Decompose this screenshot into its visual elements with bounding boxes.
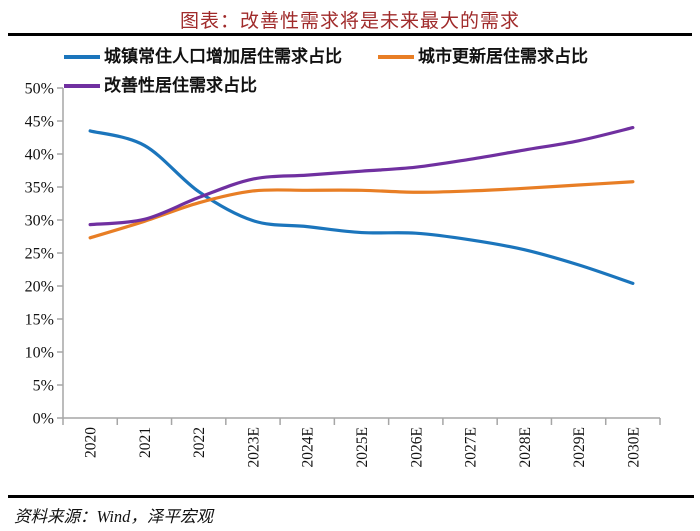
legend-item-urban-renewal: 城市更新居住需求占比: [378, 47, 588, 67]
svg-text:15%: 15%: [25, 312, 54, 329]
legend-label: 城市更新居住需求占比: [418, 47, 588, 66]
svg-text:5%: 5%: [33, 378, 54, 395]
svg-text:35%: 35%: [25, 180, 54, 197]
legend-item-improvement: 改善性居住需求占比: [64, 76, 257, 96]
chart-title: 图表：改善性需求将是未来最大的需求: [179, 11, 520, 32]
svg-text:2028E: 2028E: [517, 427, 534, 467]
svg-text:45%: 45%: [25, 114, 54, 131]
legend-swatch-blue-line: [64, 55, 100, 59]
svg-text:2030E: 2030E: [625, 427, 642, 467]
chart-legend: 城镇常住人口增加居住需求占比 城市更新居住需求占比 改善性居住需求占比: [64, 47, 664, 105]
svg-text:2029E: 2029E: [571, 427, 588, 467]
svg-text:2023E: 2023E: [245, 427, 262, 467]
legend-swatch-purple-line: [64, 84, 100, 88]
svg-text:2022: 2022: [191, 427, 208, 458]
legend-item-urban-population: 城镇常住人口增加居住需求占比: [64, 47, 342, 67]
legend-row-1: 城镇常住人口增加居住需求占比 城市更新居住需求占比: [64, 47, 664, 67]
title-divider-rule: [8, 33, 692, 36]
svg-text:2027E: 2027E: [463, 427, 480, 467]
svg-text:50%: 50%: [25, 81, 54, 98]
svg-text:2020: 2020: [83, 427, 100, 458]
data-source-note: 资料来源：Wind，泽平宏观: [14, 507, 213, 526]
svg-text:40%: 40%: [25, 147, 54, 164]
legend-label: 城镇常住人口增加居住需求占比: [104, 47, 342, 66]
legend-swatch-orange-line: [378, 55, 414, 59]
legend-row-2: 改善性居住需求占比: [64, 76, 664, 96]
legend-label: 改善性居住需求占比: [104, 76, 257, 95]
svg-text:0%: 0%: [33, 411, 54, 428]
svg-text:2024E: 2024E: [300, 427, 317, 467]
svg-text:25%: 25%: [25, 246, 54, 263]
svg-text:2026E: 2026E: [408, 427, 425, 467]
svg-text:20%: 20%: [25, 279, 54, 296]
svg-text:30%: 30%: [25, 213, 54, 230]
svg-text:2021: 2021: [137, 427, 154, 458]
footer-divider-rule: [8, 495, 694, 498]
svg-text:10%: 10%: [25, 345, 54, 362]
svg-text:2025E: 2025E: [354, 427, 371, 467]
